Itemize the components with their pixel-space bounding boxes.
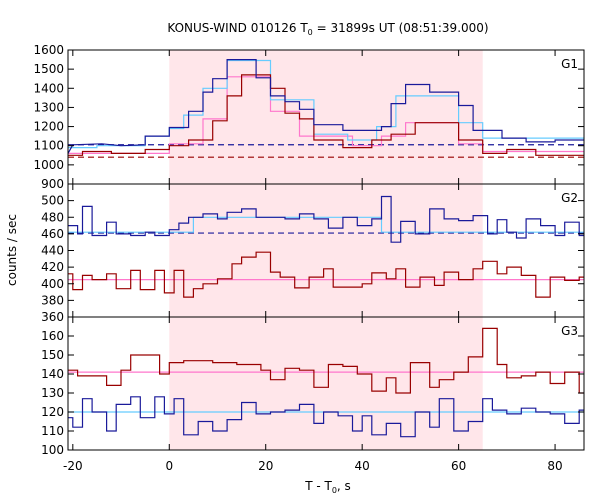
x-axis-label-sub: 0: [332, 486, 337, 495]
series-blue: [68, 195, 584, 243]
panels-group: 9001000110012001300140015001600G13603804…: [33, 43, 585, 473]
y-tick-label: 380: [41, 293, 64, 307]
series-red: [68, 327, 584, 394]
y-tick-label: 460: [41, 227, 64, 241]
series-red: [68, 251, 584, 298]
chart-title-rest: = 31899s UT (08:51:39.000): [313, 21, 489, 35]
y-tick-label: 500: [41, 194, 64, 208]
panel-label: G3: [561, 324, 578, 338]
shaded-interval: [169, 50, 483, 450]
y-tick-label: 400: [41, 277, 64, 291]
chart-title-main: KONUS-WIND 010126 T: [167, 21, 308, 35]
panel-g1: 900 1000 1100 1200 1300 1400 1500 1600 G1: [33, 43, 585, 191]
y-tick-label: 1400: [33, 81, 64, 95]
y-tick-label: 420: [41, 260, 64, 274]
x-axis-label-main: T - T: [304, 479, 332, 493]
panel-g3: 100 110 120 130 140 150 160 G3: [41, 316, 585, 457]
y-tick-label: 1300: [33, 100, 64, 114]
y-tick-label: 900: [41, 177, 64, 191]
panel-plot-area: [68, 195, 584, 298]
series-blue: [68, 58, 584, 154]
series-red: [68, 74, 584, 156]
y-tick-label: 150: [41, 348, 64, 362]
y-axis-label: counts / sec: [5, 214, 19, 286]
chart-title-sub: 0: [308, 28, 313, 37]
series-blue: [68, 396, 584, 438]
y-tick-label: 1100: [33, 139, 64, 153]
panel-plot-area: [68, 58, 584, 158]
y-tick-label: 160: [41, 329, 64, 343]
x-tick-label: -20: [63, 459, 83, 473]
x-tick-label: 60: [451, 459, 466, 473]
x-tick-label: 80: [547, 459, 562, 473]
panel-frame: [67, 316, 585, 451]
x-tick-label: 0: [165, 459, 173, 473]
x-axis-label-rest: , s: [337, 479, 351, 493]
y-tick-label: 140: [41, 367, 64, 381]
y-tick-label: 1000: [33, 158, 64, 172]
panel-plot-area: [68, 327, 584, 438]
y-tick-label: 120: [41, 405, 64, 419]
y-tick-label: 480: [41, 210, 64, 224]
chart-title: KONUS-WIND 010126 T0 = 31899s UT (08:51:…: [167, 21, 488, 37]
y-tick-label: 110: [41, 424, 64, 438]
y-tick-label: 130: [41, 386, 64, 400]
y-tick-label: 360: [41, 310, 64, 324]
x-axis-label: T - T0, s: [304, 479, 351, 495]
panel-label: G2: [561, 191, 578, 205]
y-tick-label: 1500: [33, 62, 64, 76]
x-tick-label: 20: [258, 459, 273, 473]
y-tick-label: 440: [41, 244, 64, 258]
x-tick-label: 40: [355, 459, 370, 473]
y-tick-label: 100: [41, 443, 64, 457]
y-tick-label: 1200: [33, 120, 64, 134]
y-tick-label: 1600: [33, 43, 64, 57]
panel-label: G1: [561, 57, 578, 71]
